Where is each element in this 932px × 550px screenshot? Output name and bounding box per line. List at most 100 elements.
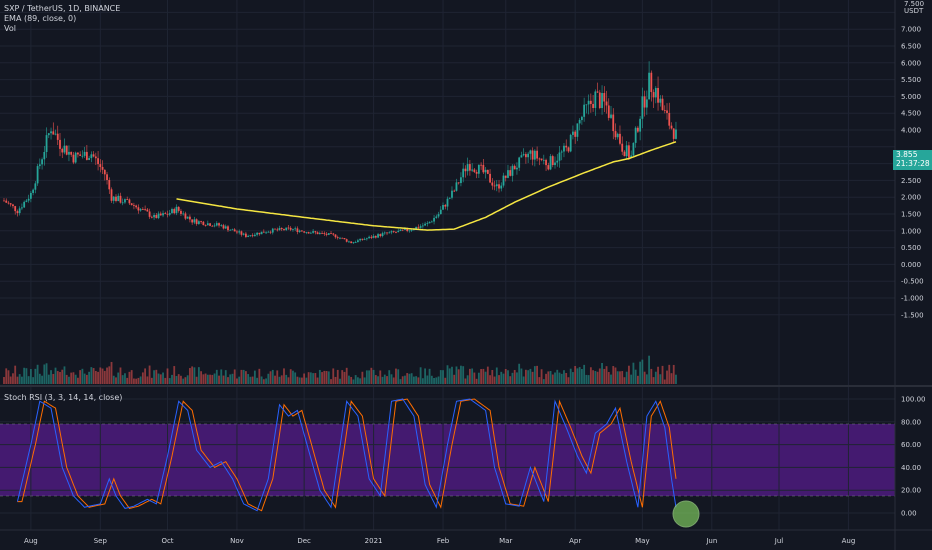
volume-bar (480, 369, 482, 384)
volume-bar (245, 371, 247, 384)
candle-body (108, 180, 111, 190)
volume-bar (583, 364, 586, 384)
volume-bar (576, 368, 579, 384)
volume-bar (271, 369, 274, 384)
volume-bar (173, 366, 176, 384)
candle-body (218, 223, 220, 226)
candle-body (59, 139, 61, 149)
volume-bar (287, 377, 290, 384)
volume-bar (493, 376, 496, 384)
candle-body (453, 190, 456, 192)
volume-bar (419, 367, 422, 384)
candle-body (365, 238, 368, 240)
ema-legend[interactable]: EMA (89, close, 0) (4, 14, 77, 23)
volume-bar (162, 372, 164, 384)
symbol-legend[interactable]: SXP / TetherUS, 1D, BINANCE (4, 4, 121, 13)
volume-bar (650, 368, 653, 384)
candle-body (177, 206, 180, 211)
candle-body (106, 174, 108, 181)
volume-bar (565, 372, 568, 384)
price-tick-label: -1.000 (901, 295, 924, 303)
volume-bar (343, 371, 346, 384)
candle-body (130, 203, 133, 206)
candle-body (576, 123, 579, 137)
candle-body (303, 231, 306, 233)
candle-body (204, 225, 207, 226)
volume-series (3, 355, 677, 384)
volume-bar (121, 375, 124, 384)
candle-body (197, 221, 200, 224)
candle-body (672, 128, 675, 139)
volume-bar (545, 373, 547, 384)
candle-body (598, 92, 601, 109)
candle-body (374, 235, 377, 238)
volume-bar (363, 377, 366, 384)
volume-bar (529, 368, 532, 384)
time-axis[interactable]: Aug Sep Oct Nov Dec 2021 Feb Mar Apr May Jun Jul Aug (24, 537, 855, 545)
candle-body (639, 118, 642, 132)
volume-bar (334, 376, 337, 384)
candle-body (117, 195, 120, 202)
volume-bar (325, 371, 328, 384)
candle-body (527, 153, 530, 158)
volume-bar (473, 372, 476, 384)
candle-body (88, 158, 91, 160)
volume-bar (455, 366, 458, 384)
candle-body (444, 205, 447, 207)
candle-body (103, 169, 106, 175)
candle-body (240, 231, 243, 235)
candle-body (661, 98, 664, 111)
candle-body (401, 229, 404, 231)
candle-body (509, 170, 512, 176)
candle-body (25, 200, 28, 202)
stoch-legend[interactable]: Stoch RSI (3, 3, 14, 14, close) (4, 393, 123, 402)
time-tick-label: Feb (437, 537, 450, 545)
volume-bar (538, 377, 541, 384)
volume-bar (621, 371, 624, 384)
candle-body (572, 131, 574, 135)
volume-bar (3, 377, 5, 384)
stoch-axis[interactable]: 100.00 80.00 60.00 40.00 20.00 0.00 (901, 396, 926, 518)
candle-body (339, 237, 341, 239)
volume-bar (585, 374, 588, 384)
volume-bar (56, 371, 59, 384)
candle-body (386, 232, 388, 234)
candle-body (529, 150, 532, 154)
candle-body (220, 225, 223, 227)
volume-bar (421, 378, 424, 384)
volume-bar (354, 375, 357, 384)
candle-body (442, 205, 444, 210)
candle-body (471, 169, 474, 171)
volume-bar (386, 376, 388, 384)
volume-bar (312, 373, 315, 384)
candle-body (636, 127, 639, 132)
volume-bar (236, 378, 238, 384)
candle-body (336, 237, 339, 239)
candle-body (334, 234, 337, 238)
vol-legend[interactable]: Vol (4, 24, 16, 33)
volume-bar (451, 366, 453, 384)
candle-body (354, 242, 357, 243)
time-tick-label: 2021 (365, 537, 383, 545)
candle-body (654, 87, 657, 98)
candle-body (61, 148, 64, 153)
candle-body (173, 209, 176, 214)
volume-bar (361, 371, 364, 384)
volume-bar (215, 369, 218, 384)
volume-bar (446, 365, 449, 384)
volume-bar (475, 378, 478, 384)
volume-bar (117, 372, 120, 384)
candle-body (569, 134, 572, 152)
volume-bar (34, 368, 37, 384)
candle-body (500, 185, 503, 189)
volume-bar (641, 359, 644, 384)
candle-body (229, 229, 232, 231)
volume-bar (379, 370, 382, 384)
volume-bar (628, 365, 630, 384)
volume-bar (507, 370, 509, 384)
volume-bar (594, 370, 597, 384)
candle-body (155, 214, 158, 219)
candle-body (124, 199, 126, 203)
candle-body (473, 169, 476, 172)
